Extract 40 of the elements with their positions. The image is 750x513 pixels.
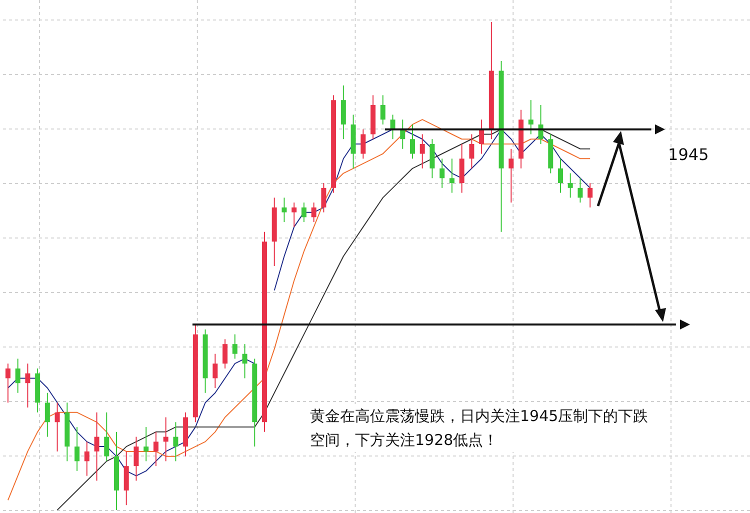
candlestick [242, 344, 248, 379]
candlestick [558, 158, 563, 194]
candlestick [410, 124, 415, 160]
candlestick [74, 426, 80, 472]
candlestick [292, 202, 297, 228]
candlestick [420, 134, 425, 169]
candlestick [380, 94, 386, 125]
candlestick [301, 202, 306, 223]
candlestick [390, 114, 396, 140]
candlestick [134, 436, 139, 482]
candlestick [578, 178, 583, 204]
candlestick [5, 363, 10, 404]
candlestick [153, 431, 158, 467]
candlestick [144, 426, 149, 462]
candlestick [173, 422, 178, 462]
candlestick [54, 402, 60, 452]
candlestick [212, 353, 218, 388]
candlestick [440, 158, 445, 188]
candlestick [94, 412, 100, 482]
candlestick [321, 182, 326, 213]
candlestick [311, 202, 316, 223]
candlestick [282, 197, 287, 223]
candlestick [528, 100, 534, 135]
candlestick [232, 334, 238, 360]
candlestick [588, 182, 593, 208]
candlestick [222, 338, 228, 369]
candlestick [360, 128, 366, 160]
candlestick [15, 358, 20, 394]
candlestick [479, 119, 484, 154]
candlestick [104, 412, 110, 462]
candlestick [449, 158, 454, 194]
candlestick [469, 134, 474, 169]
candlestick [25, 363, 30, 408]
text: 1945 [668, 145, 709, 164]
candlestick [44, 392, 50, 438]
annotation: 黄金在高位震荡慢跌，日内关注1945压制下的下跌空间，下方关注1928低点！ [310, 404, 660, 452]
candlestick [568, 172, 573, 198]
candlestick [508, 148, 514, 204]
candlestick [163, 416, 168, 462]
candlestick [84, 441, 90, 476]
